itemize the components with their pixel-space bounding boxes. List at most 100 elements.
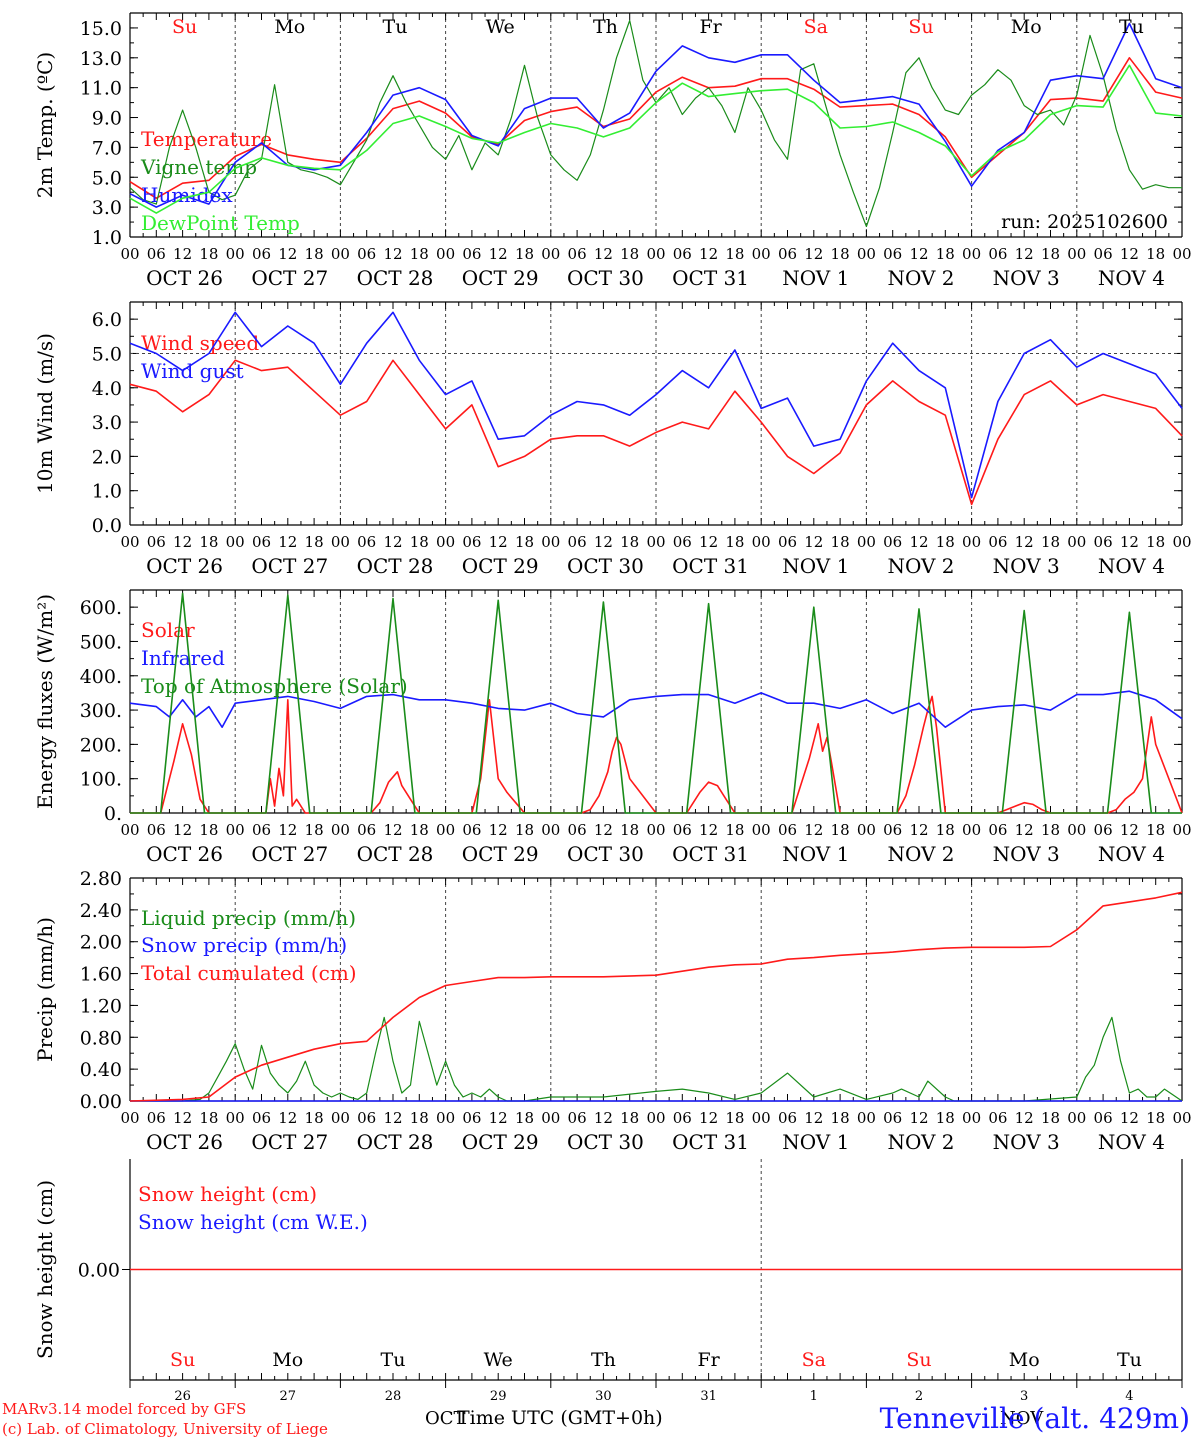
weekday-label: Tu: [1119, 16, 1144, 38]
y-axis-label: Snow height (cm): [33, 1180, 57, 1359]
x-hour-label: 00: [962, 821, 981, 839]
x-day-label: NOV 1: [782, 554, 849, 578]
x-hour-label: 06: [357, 821, 376, 839]
x-hour-label: 12: [1015, 821, 1034, 839]
x-day-number-label: 27: [280, 1389, 297, 1404]
x-weekday-label: Mo: [1009, 1349, 1040, 1371]
x-day-label: NOV 2: [887, 842, 954, 866]
x-hour-label: 06: [252, 1109, 271, 1127]
y-tick-label: 2.00: [80, 932, 122, 954]
x-day-number-label: 30: [595, 1389, 612, 1404]
run-label: run: 2025102600: [1001, 211, 1168, 233]
x-hour-label: 00: [120, 1109, 139, 1127]
series-line-humidex: [129, 22, 1183, 208]
x-day-label: NOV 2: [887, 266, 954, 290]
x-hour-label: 00: [331, 821, 350, 839]
x-hour-label: 06: [673, 245, 692, 263]
panel-wind: 0.0 1.0 2.0 3.0 4.0 5.0 6.0 10m Wind (m/s) Wind …: [33, 301, 1192, 578]
x-hour-label: 18: [620, 821, 639, 839]
x-hour-label: 18: [305, 533, 324, 551]
x-day-label: OCT 31: [672, 266, 749, 290]
x-hour-label: 06: [778, 533, 797, 551]
x-hour-label: 00: [541, 533, 560, 551]
x-day-label: OCT 26: [146, 266, 223, 290]
x-hour-label: 06: [568, 1109, 587, 1127]
x-hour-label: 18: [305, 1109, 324, 1127]
y-tick-label: 4.0: [92, 378, 122, 400]
station-label: Tenneville (alt. 429m): [880, 1402, 1190, 1435]
x-hour-label: 18: [515, 821, 534, 839]
x-hour-label: 00: [436, 1109, 455, 1127]
x-weekday-label: Fr: [697, 1349, 720, 1371]
x-hour-label: 18: [936, 245, 955, 263]
x-hour-label: 12: [804, 821, 823, 839]
x-day-label: OCT 27: [251, 1130, 328, 1154]
x-hour-label: 12: [1015, 245, 1034, 263]
x-hour-label: 06: [147, 1109, 166, 1127]
x-hour-label: 12: [489, 1109, 508, 1127]
x-hour-label: 06: [1094, 821, 1113, 839]
x-hour-label: 18: [305, 245, 324, 263]
series-line-wind-gust: [129, 311, 1183, 499]
x-hour-label: 00: [226, 821, 245, 839]
legend-snow-height-cm-: Snow height (cm): [138, 1182, 317, 1206]
x-day-label: NOV 4: [1098, 1130, 1165, 1154]
x-hour-label: 12: [278, 533, 297, 551]
x-hour-label: 00: [752, 1109, 771, 1127]
x-hour-label: 12: [594, 1109, 613, 1127]
x-hour-label: 06: [462, 1109, 481, 1127]
x-hour-label: 18: [831, 1109, 850, 1127]
x-day-label: NOV 4: [1098, 266, 1165, 290]
y-tick-label: 0.: [104, 803, 122, 825]
x-hour-label: 12: [594, 533, 613, 551]
x-hour-label: 06: [988, 821, 1007, 839]
x-day-label: OCT 30: [567, 266, 644, 290]
y-tick-label: 1.0: [92, 227, 122, 249]
x-hour-label: 12: [699, 1109, 718, 1127]
x-hour-label: 18: [1041, 245, 1060, 263]
x-hour-label: 06: [1094, 245, 1113, 263]
x-day-label: NOV 4: [1098, 842, 1165, 866]
x-day-label: OCT 31: [672, 554, 749, 578]
x-hour-label: 06: [568, 245, 587, 263]
x-hour-label: 06: [778, 1109, 797, 1127]
x-hour-label: 12: [804, 1109, 823, 1127]
x-day-number-label: 1: [810, 1389, 818, 1404]
x-hour-label: 06: [673, 821, 692, 839]
panel-snow-height: 0.00 Snow height (cm) Snow height (cm) Snow…: [33, 1159, 1183, 1404]
x-hour-label: 12: [909, 533, 928, 551]
x-hour-label: 06: [252, 821, 271, 839]
y-tick-label: 5.0: [92, 343, 122, 365]
x-hour-label: 18: [1146, 245, 1165, 263]
y-tick-label: 9.0: [92, 108, 122, 130]
x-hour-label: 00: [1172, 1109, 1191, 1127]
x-weekday-label: We: [484, 1349, 513, 1371]
x-hour-label: 12: [173, 533, 192, 551]
x-day-label: OCT 29: [462, 554, 539, 578]
series-line-wind-speed: [129, 359, 1183, 506]
x-hour-label: 00: [962, 1109, 981, 1127]
y-tick-label: 0.00: [80, 1091, 122, 1113]
legend-total-cumulated-cm-: Total cumulated (cm): [141, 961, 357, 985]
x-day-label: OCT 29: [462, 266, 539, 290]
x-weekday-label: Th: [591, 1349, 616, 1371]
y-tick-label: 1.20: [80, 995, 122, 1017]
x-hour-label: 00: [436, 245, 455, 263]
x-hour-label: 06: [357, 533, 376, 551]
x-weekday-label: Mo: [272, 1349, 303, 1371]
y-tick-label: 3.0: [92, 197, 122, 219]
x-hour-label: 00: [646, 533, 665, 551]
x-axis-label: Time UTC (GMT+0h): [457, 1407, 663, 1429]
y-tick-label: 0.80: [80, 1027, 122, 1049]
y-tick-label: 2.0: [92, 446, 122, 468]
y-tick-label: 400.: [80, 666, 122, 688]
x-hour-label: 06: [357, 1109, 376, 1127]
x-day-label: OCT 28: [357, 266, 434, 290]
x-day-label: OCT 27: [251, 554, 328, 578]
x-hour-label: 06: [1094, 1109, 1113, 1127]
x-hour-label: 06: [147, 245, 166, 263]
x-day-label: OCT 30: [567, 842, 644, 866]
x-hour-label: 12: [278, 245, 297, 263]
x-day-label: NOV 3: [993, 1130, 1060, 1154]
